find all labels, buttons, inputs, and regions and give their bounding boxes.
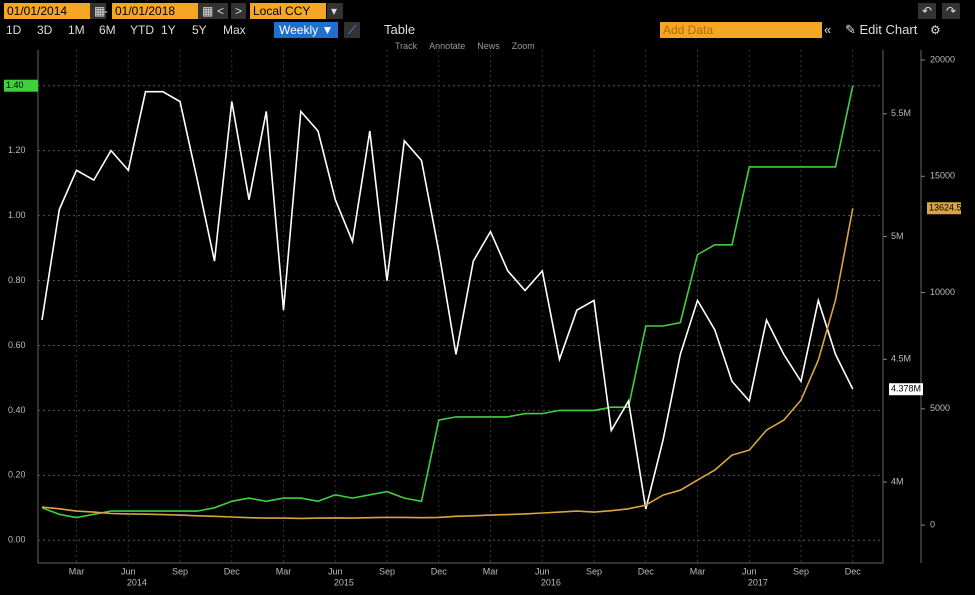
y-tick-label: 1.20 bbox=[8, 145, 26, 155]
y2-tick-label: 4.5M bbox=[891, 354, 911, 364]
edit-chart-label: Edit Chart bbox=[859, 22, 918, 37]
y-tick-label: 0.80 bbox=[8, 275, 26, 285]
x-tick-label: Mar bbox=[690, 566, 706, 576]
y3-tick-label: 20000 bbox=[930, 54, 955, 64]
collapse-button[interactable]: « bbox=[824, 22, 832, 37]
period-button[interactable]: 3D bbox=[37, 23, 53, 37]
y-tick-label: 0.20 bbox=[8, 470, 26, 480]
price-tag bbox=[889, 383, 923, 396]
year-label: 2017 bbox=[748, 577, 768, 587]
y3-tick-label: 5000 bbox=[930, 403, 950, 413]
x-tick-label: Mar bbox=[276, 566, 292, 576]
tool-button[interactable]: Annotate bbox=[429, 41, 466, 51]
x-tick-label: Jun bbox=[121, 566, 136, 576]
table-button[interactable]: Table bbox=[384, 22, 416, 37]
period-button[interactable]: 1Y bbox=[161, 23, 176, 37]
period-button[interactable]: Max bbox=[223, 23, 246, 37]
y-tick-label: 1.00 bbox=[8, 210, 26, 220]
y2-tick-label: 5.5M bbox=[891, 108, 911, 118]
tool-button[interactable]: News bbox=[477, 41, 500, 51]
price-tag-label: 13624.57 bbox=[929, 203, 967, 213]
period-button[interactable]: 5Y bbox=[192, 23, 207, 37]
currency-dropdown[interactable]: ▾ bbox=[327, 3, 343, 19]
x-tick-label: Jun bbox=[742, 566, 757, 576]
y2-tick-label: 4M bbox=[891, 476, 904, 486]
y3-tick-label: 15000 bbox=[930, 171, 955, 181]
settings-icon[interactable]: ⚙ bbox=[930, 23, 941, 37]
undo-button[interactable]: ↶ bbox=[918, 3, 937, 19]
period-button[interactable]: 1M bbox=[68, 23, 85, 37]
series-line bbox=[41, 208, 854, 520]
price-tag bbox=[4, 79, 38, 92]
edit-chart-button[interactable]: ✎ Edit Chart bbox=[845, 22, 918, 37]
start-date[interactable]: 01/01/2014 bbox=[4, 3, 92, 19]
end-date[interactable]: 01/01/2018 bbox=[112, 3, 200, 19]
price-tag-label: 4.378M bbox=[891, 384, 921, 394]
series-line bbox=[41, 85, 854, 519]
x-tick-label: Jun bbox=[328, 566, 343, 576]
period-button[interactable]: YTD bbox=[130, 23, 154, 37]
x-tick-label: Dec bbox=[845, 566, 862, 576]
year-label: 2014 bbox=[127, 577, 147, 587]
calendar-icon[interactable]: ▦ bbox=[90, 3, 106, 19]
series-line bbox=[41, 90, 854, 510]
add-data-input[interactable]: Add Data bbox=[660, 22, 822, 38]
price-tag bbox=[927, 202, 961, 215]
prev-button[interactable]: < bbox=[213, 3, 229, 19]
currency-select[interactable]: Local CCY bbox=[250, 3, 326, 19]
tool-button[interactable]: Zoom bbox=[511, 41, 535, 51]
y3-tick-label: 10000 bbox=[930, 287, 955, 297]
year-label: 2015 bbox=[334, 577, 354, 587]
x-tick-label: Sep bbox=[793, 566, 809, 576]
calendar-icon[interactable]: ▦ bbox=[198, 3, 214, 19]
tool-button[interactable]: Track bbox=[395, 41, 418, 51]
frequency-select[interactable]: Weekly ▼ bbox=[274, 22, 339, 38]
redo-button[interactable]: ↷ bbox=[942, 3, 961, 19]
y2-tick-label: 5M bbox=[891, 231, 904, 241]
y-tick-label: 1.40 bbox=[8, 80, 26, 90]
chart-type-button[interactable]: ⟋ bbox=[344, 22, 361, 38]
period-button[interactable]: 1D bbox=[6, 23, 22, 37]
y-tick-label: 0.60 bbox=[8, 340, 26, 350]
x-tick-label: Dec bbox=[431, 566, 448, 576]
date-dash: - bbox=[104, 4, 108, 18]
tool-bar: Track Annotate News Zoom bbox=[395, 38, 547, 54]
period-button[interactable]: 6M bbox=[99, 23, 116, 37]
y3-tick-label: 0 bbox=[930, 519, 935, 529]
x-tick-label: Sep bbox=[586, 566, 602, 576]
x-tick-label: Dec bbox=[638, 566, 655, 576]
x-tick-label: Jun bbox=[535, 566, 550, 576]
year-label: 2016 bbox=[541, 577, 561, 587]
price-tag-label: 1.40 bbox=[6, 80, 24, 90]
x-tick-label: Sep bbox=[172, 566, 188, 576]
x-tick-label: Dec bbox=[224, 566, 241, 576]
y-tick-label: 0.00 bbox=[8, 535, 26, 545]
x-tick-label: Sep bbox=[379, 566, 395, 576]
x-tick-label: Mar bbox=[483, 566, 499, 576]
next-button[interactable]: > bbox=[231, 3, 247, 19]
x-tick-label: Mar bbox=[69, 566, 85, 576]
y-tick-label: 0.40 bbox=[8, 405, 26, 415]
